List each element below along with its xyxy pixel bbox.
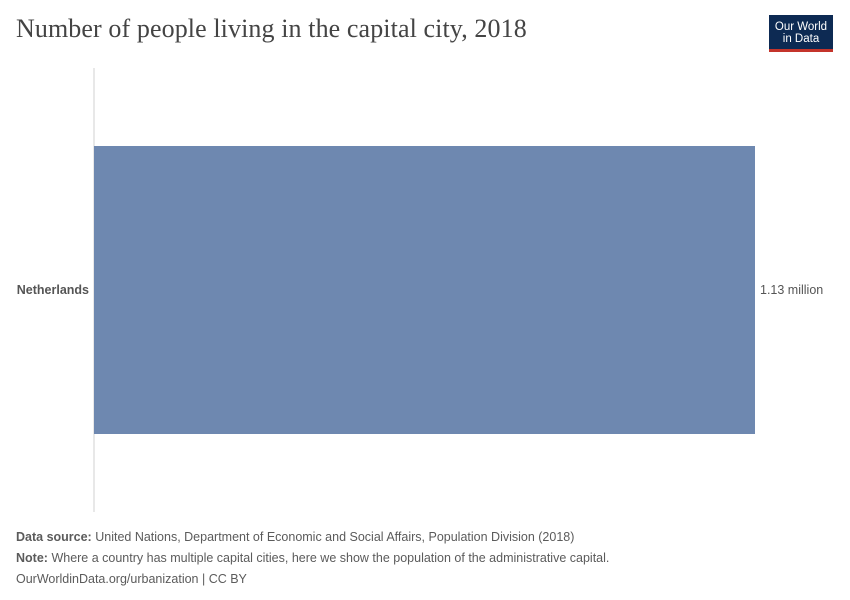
category-label: Netherlands [17, 283, 89, 297]
logo-line-2: in Data [782, 33, 820, 45]
data-source-line: Data source: United Nations, Department … [16, 527, 609, 548]
note-label: Note: [16, 551, 48, 565]
owid-logo[interactable]: Our World in Data [769, 15, 833, 52]
note-line: Note: Where a country has multiple capit… [16, 548, 609, 569]
note-text: Where a country has multiple capital cit… [51, 551, 610, 565]
chart-title: Number of people living in the capital c… [16, 14, 527, 43]
value-label: 1.13 million [760, 283, 823, 297]
source-url[interactable]: OurWorldinData.org/urbanization | CC BY [16, 572, 247, 586]
chart-footer: Data source: United Nations, Department … [16, 527, 609, 590]
data-source-text: United Nations, Department of Economic a… [95, 530, 575, 544]
data-source-label: Data source: [16, 530, 92, 544]
bar-netherlands[interactable] [94, 146, 755, 434]
logo-line-1: Our World [774, 21, 828, 33]
bar-chart: Netherlands 1.13 million [17, 68, 823, 512]
